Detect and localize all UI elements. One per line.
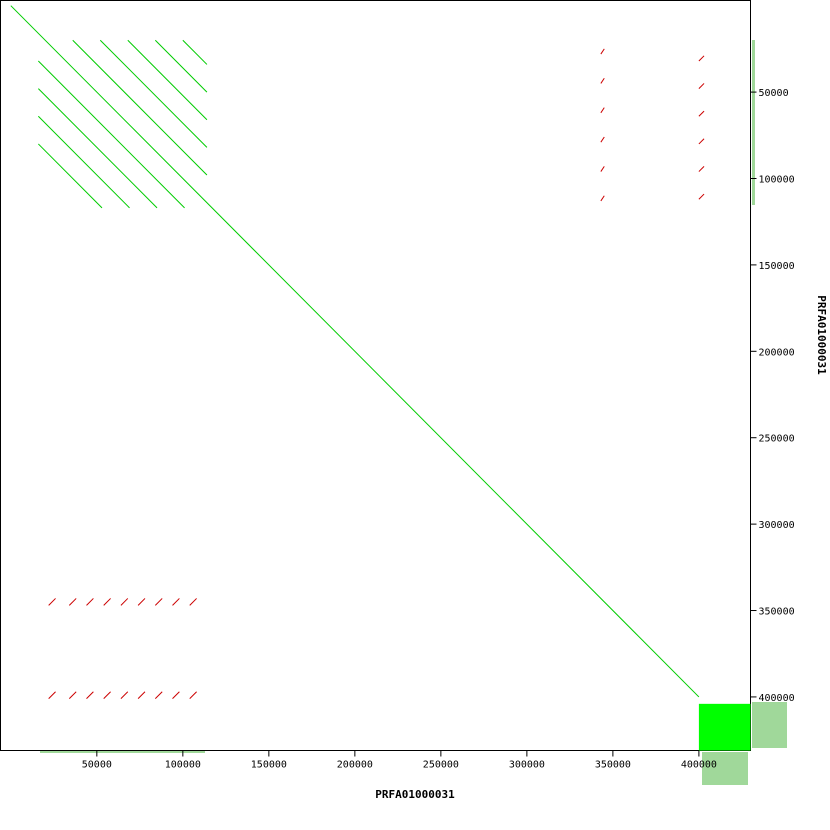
y-tick-label: 50000: [759, 88, 789, 99]
reverse-match: [86, 598, 94, 606]
reverse-match: [120, 598, 129, 606]
x-tick-label: 350000: [595, 760, 631, 771]
reverse-match: [698, 110, 705, 117]
coverage-bar: [752, 40, 755, 205]
y-tick-label: 250000: [759, 434, 795, 445]
reverse-match: [137, 598, 146, 606]
forward-match: [37, 88, 158, 209]
x-tick-label: 400000: [681, 760, 717, 771]
forward-match: [154, 39, 208, 93]
forward-match: [72, 39, 208, 176]
reverse-match: [68, 598, 77, 606]
reverse-match: [600, 136, 605, 143]
y-axis-label: PRFA01000031: [815, 295, 828, 375]
reverse-match: [600, 107, 605, 114]
forward-match: [37, 143, 103, 209]
plot-frame: [0, 0, 751, 751]
x-tick-label: 300000: [509, 760, 545, 771]
x-tick-label: 150000: [251, 760, 287, 771]
y-tick-label: 100000: [759, 174, 795, 185]
forward-match: [37, 60, 185, 209]
reverse-match: [68, 691, 77, 700]
forward-match: [127, 39, 208, 121]
forward-match: [37, 115, 130, 209]
reverse-match: [48, 691, 56, 700]
reverse-match: [698, 138, 705, 145]
reverse-match: [189, 598, 197, 606]
y-tick-label: 400000: [759, 693, 795, 704]
reverse-match: [137, 691, 146, 700]
reverse-match: [103, 598, 111, 606]
coverage-bar: [752, 702, 787, 748]
y-tick-label: 200000: [759, 347, 795, 358]
reverse-match: [120, 691, 129, 700]
reverse-match: [600, 48, 605, 55]
reverse-match: [698, 55, 705, 62]
x-tick-label: 250000: [423, 760, 459, 771]
forward-match: [10, 5, 700, 698]
reverse-match: [172, 691, 180, 700]
reverse-match: [48, 598, 56, 606]
reverse-match: [698, 83, 705, 89]
x-axis-label: PRFA01000031: [375, 788, 455, 801]
coverage-bar: [702, 752, 748, 785]
reverse-match: [86, 691, 94, 700]
reverse-match: [154, 598, 163, 606]
coverage-bar: [40, 750, 205, 753]
match-block: [698, 703, 751, 751]
reverse-match: [600, 77, 605, 84]
reverse-match: [698, 166, 705, 172]
x-tick-label: 200000: [337, 760, 373, 771]
reverse-match: [154, 691, 163, 700]
forward-match: [99, 39, 208, 148]
reverse-match: [103, 691, 111, 700]
reverse-match: [172, 598, 180, 606]
y-tick-label: 300000: [759, 520, 795, 531]
reverse-match: [600, 195, 605, 202]
y-tick-label: 150000: [759, 261, 795, 272]
reverse-match: [189, 691, 197, 700]
x-tick-label: 50000: [82, 760, 112, 771]
forward-match: [182, 39, 208, 65]
x-tick-label: 100000: [165, 760, 201, 771]
reverse-match: [600, 166, 605, 172]
reverse-match: [698, 193, 705, 200]
y-tick-label: 350000: [759, 607, 795, 618]
